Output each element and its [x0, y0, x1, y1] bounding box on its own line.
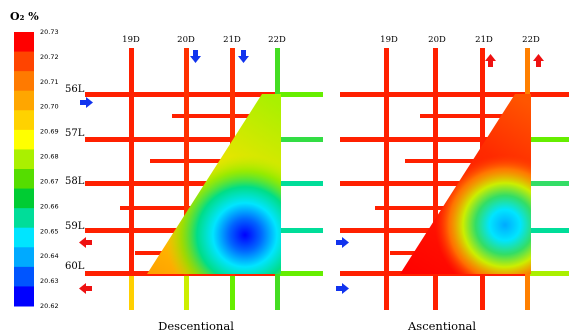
colorbar-swatches: [14, 32, 34, 307]
colorbar: O₂ % 20.73 20.72 20.71 20.70 20.69 20.68 20.67…: [10, 10, 59, 310]
arrow-up-icon: [533, 54, 544, 67]
colorbar-swatch: [14, 129, 34, 150]
colorbar-swatch: [14, 227, 34, 248]
colorbar-swatch: [14, 208, 34, 229]
panel-descentional: [85, 48, 323, 310]
level-label: 59L: [65, 221, 85, 232]
colorbar-tick-label: 20.71: [40, 78, 59, 86]
colorbar-swatch: [14, 286, 34, 307]
column-label: 19D: [122, 35, 140, 45]
colorbar-swatch: [14, 71, 34, 92]
colorbar-tick-label: 20.64: [40, 252, 59, 260]
colorbar-ticks: 20.73 20.72 20.71 20.70 20.69 20.68 20.67 20.66…: [40, 28, 59, 310]
column-label: 21D: [475, 35, 493, 45]
colorbar-tick-label: 20.72: [40, 53, 59, 61]
colorbar-swatch: [14, 169, 34, 190]
colorbar-tick-label: 20.70: [40, 103, 59, 111]
colorbar-tick-label: 20.62: [40, 302, 59, 310]
colorbar-swatch: [14, 247, 34, 268]
colorbar-swatch: [14, 51, 34, 72]
arrow-right-icon: [336, 283, 349, 294]
arrow-left-icon: [79, 283, 92, 294]
arrow-right-icon: [336, 237, 349, 248]
arrow-down-icon: [238, 50, 249, 63]
colorbar-unit-label: O₂ %: [10, 10, 39, 23]
column-label: 19D: [380, 35, 398, 45]
arrow-down-icon: [190, 50, 201, 63]
caption-ascentional: Ascentional: [407, 319, 476, 333]
caption-descentional: Descentional: [158, 319, 234, 333]
column-label: 22D: [522, 35, 540, 45]
colorbar-tick-label: 20.65: [40, 227, 59, 235]
level-label: 56L: [65, 84, 85, 95]
airflow-arrows: [79, 50, 544, 294]
panel-ascentional: [340, 48, 569, 310]
colorbar-tick-label: 20.66: [40, 202, 59, 210]
colorbar-swatch: [14, 90, 34, 111]
column-labels: 19D 20D 21D 22D 19D 20D 21D 22D: [122, 35, 540, 45]
arrow-right-icon: [80, 97, 93, 108]
colorbar-tick-label: 20.73: [40, 28, 59, 36]
colorbar-swatch: [14, 188, 34, 209]
colorbar-swatch: [14, 266, 34, 287]
colorbar-tick-label: 20.68: [40, 153, 59, 161]
colorbar-tick-label: 20.67: [40, 177, 59, 185]
column-label: 21D: [223, 35, 241, 45]
level-label: 58L: [65, 176, 85, 187]
column-label: 20D: [177, 35, 195, 45]
arrow-left-icon: [79, 237, 92, 248]
colorbar-tick-label: 20.69: [40, 128, 59, 136]
colorbar-swatch: [14, 110, 34, 131]
level-labels: 56L 57L 58L 59L 60L: [65, 84, 85, 272]
level-label: 57L: [65, 128, 85, 139]
arrow-up-icon: [485, 54, 496, 67]
level-label: 60L: [65, 261, 85, 272]
column-label: 20D: [428, 35, 446, 45]
column-label: 22D: [268, 35, 286, 45]
colorbar-swatch: [14, 32, 34, 53]
colorbar-swatch: [14, 149, 34, 170]
colorbar-tick-label: 20.63: [40, 277, 59, 285]
